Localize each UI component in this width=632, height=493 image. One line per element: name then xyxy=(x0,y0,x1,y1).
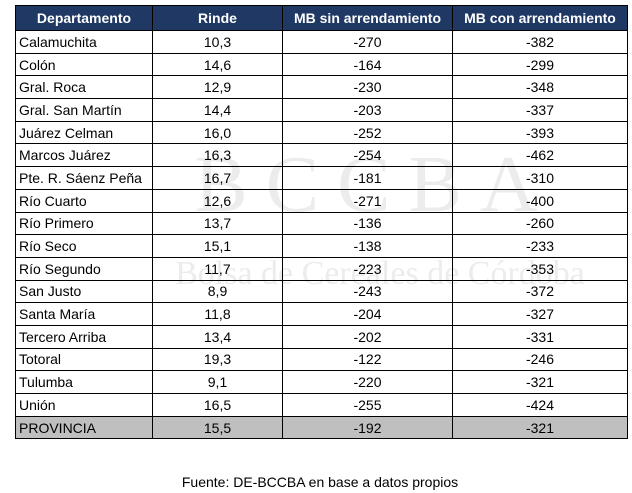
table-row: Juárez Celman 16,0 -252 -393 xyxy=(15,120,628,145)
table-cell: -271 xyxy=(282,188,453,213)
table-cell: -223 xyxy=(282,256,453,281)
table-cell: 15,1 xyxy=(152,234,283,258)
table-cell: 14,6 xyxy=(152,52,283,77)
header-cell: Rinde xyxy=(152,5,283,31)
table-cell: -353 xyxy=(452,256,628,281)
table-cell: Río Seco xyxy=(15,234,153,258)
table-cell: -136 xyxy=(282,211,453,236)
table-row: Santa María 11,8 -204 -327 xyxy=(15,302,628,326)
table-cell: Gral. San Martín xyxy=(15,98,153,122)
table-cell: Pte. R. Sáenz Peña xyxy=(15,166,153,190)
table-cell: Tulumba xyxy=(15,370,153,394)
table-cell: -202 xyxy=(282,324,453,349)
table-cell: 16,0 xyxy=(152,120,283,145)
table-cell: -348 xyxy=(452,75,628,100)
table-row: Río Seco 15,1 -138 -233 xyxy=(15,234,628,258)
table-cell: 14,4 xyxy=(152,98,283,122)
table-cell: -192 xyxy=(282,415,453,440)
header-cell: MB con arrendamiento xyxy=(452,5,628,31)
table-cell: 16,3 xyxy=(152,143,283,168)
table-cell: 10,3 xyxy=(152,30,283,54)
table-cell: Calamuchita xyxy=(15,30,153,54)
table-cell: -327 xyxy=(452,302,628,326)
table-row: Gral. Roca 12,9 -230 -348 xyxy=(15,75,628,100)
table-cell: -337 xyxy=(452,98,628,122)
table-cell: -310 xyxy=(452,166,628,190)
table-row: Marcos Juárez 16,3 -254 -462 xyxy=(15,143,628,168)
table-cell: -462 xyxy=(452,143,628,168)
table-cell: -230 xyxy=(282,75,453,100)
table-cell: PROVINCIA xyxy=(15,415,153,440)
table-cell: Gral. Roca xyxy=(15,75,153,100)
table-cell: San Justo xyxy=(15,279,153,304)
table-cell: -220 xyxy=(282,370,453,394)
table-row: Río Cuarto 12,6 -271 -400 xyxy=(15,188,628,213)
table-cell: 16,5 xyxy=(152,393,283,417)
table-cell: -164 xyxy=(282,52,453,77)
table-cell: -203 xyxy=(282,98,453,122)
table-cell: -243 xyxy=(282,279,453,304)
table-cell: Río Segundo xyxy=(15,256,153,281)
table-cell: -321 xyxy=(452,415,628,440)
table-row: Tulumba 9,1 -220 -321 xyxy=(15,370,628,394)
table-cell: -400 xyxy=(452,188,628,213)
table-cell: -122 xyxy=(282,347,453,372)
data-table: Departamento Rinde MB sin arrendamiento MB … xyxy=(15,5,628,440)
table-cell: -393 xyxy=(452,120,628,145)
table-cell: 13,7 xyxy=(152,211,283,236)
table-cell: 16,7 xyxy=(152,166,283,190)
table-row: Río Primero 13,7 -136 -260 xyxy=(15,211,628,236)
table-row: Calamuchita 10,3 -270 -382 xyxy=(15,30,628,54)
table-cell: -204 xyxy=(282,302,453,326)
table-cell: -270 xyxy=(282,30,453,54)
table-cell: -254 xyxy=(282,143,453,168)
source-note: Fuente: DE-BCCBA en base a datos propios xyxy=(181,474,459,490)
table-cell: Colón xyxy=(15,52,153,77)
table-cell: -299 xyxy=(452,52,628,77)
header-cell: Departamento xyxy=(15,5,153,31)
table-cell: -424 xyxy=(452,393,628,417)
table-cell: -233 xyxy=(452,234,628,258)
table-row: San Justo 8,9 -243 -372 xyxy=(15,279,628,304)
table-cell: -246 xyxy=(452,347,628,372)
table-cell: Santa María xyxy=(15,302,153,326)
table-cell: -260 xyxy=(452,211,628,236)
table-cell: -138 xyxy=(282,234,453,258)
table-cell: Río Primero xyxy=(15,211,153,236)
table-cell: -382 xyxy=(452,30,628,54)
header-cell: MB sin arrendamiento xyxy=(282,5,453,31)
table-cell: 11,8 xyxy=(152,302,283,326)
table-row: Totoral 19,3 -122 -246 xyxy=(15,347,628,372)
total-row: PROVINCIA 15,5 -192 -321 xyxy=(15,415,628,440)
table-row: Colón 14,6 -164 -299 xyxy=(15,52,628,77)
table-row: Unión 16,5 -255 -424 xyxy=(15,393,628,417)
table-cell: -181 xyxy=(282,166,453,190)
table-row: Pte. R. Sáenz Peña 16,7 -181 -310 xyxy=(15,166,628,190)
table-cell: -331 xyxy=(452,324,628,349)
table-cell: 12,9 xyxy=(152,75,283,100)
table-cell: Unión xyxy=(15,393,153,417)
table-cell: 8,9 xyxy=(152,279,283,304)
table-cell: Marcos Juárez xyxy=(15,143,153,168)
table-cell: -321 xyxy=(452,370,628,394)
table-cell: 19,3 xyxy=(152,347,283,372)
table-cell: Totoral xyxy=(15,347,153,372)
table-cell: 13,4 xyxy=(152,324,283,349)
table-cell: 15,5 xyxy=(152,415,283,440)
table-row: Río Segundo 11,7 -223 -353 xyxy=(15,256,628,281)
table-cell: -255 xyxy=(282,393,453,417)
table-cell: -252 xyxy=(282,120,453,145)
table-cell: -372 xyxy=(452,279,628,304)
table-cell: 11,7 xyxy=(152,256,283,281)
header-row: Departamento Rinde MB sin arrendamiento MB … xyxy=(15,5,628,31)
table-cell: 12,6 xyxy=(152,188,283,213)
table-cell: Tercero Arriba xyxy=(15,324,153,349)
table-row: Tercero Arriba 13,4 -202 -331 xyxy=(15,324,628,349)
table-cell: Juárez Celman xyxy=(15,120,153,145)
table-row: Gral. San Martín 14,4 -203 -337 xyxy=(15,98,628,122)
table-cell: Río Cuarto xyxy=(15,188,153,213)
table-cell: 9,1 xyxy=(152,370,283,394)
